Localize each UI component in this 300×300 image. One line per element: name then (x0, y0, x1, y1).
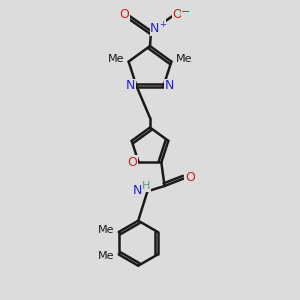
Text: Me: Me (98, 250, 114, 260)
Text: O: O (185, 171, 195, 184)
Text: N: N (150, 22, 160, 35)
Text: −: − (181, 7, 190, 17)
Text: Me: Me (176, 55, 193, 64)
Text: O: O (119, 8, 129, 22)
Text: N: N (164, 79, 174, 92)
Text: H: H (142, 181, 151, 191)
Text: O: O (172, 8, 182, 22)
Text: +: + (159, 20, 166, 29)
Text: N: N (133, 184, 142, 197)
Text: Me: Me (98, 225, 114, 235)
Text: O: O (127, 156, 137, 169)
Text: N: N (126, 79, 136, 92)
Text: Me: Me (107, 55, 124, 64)
